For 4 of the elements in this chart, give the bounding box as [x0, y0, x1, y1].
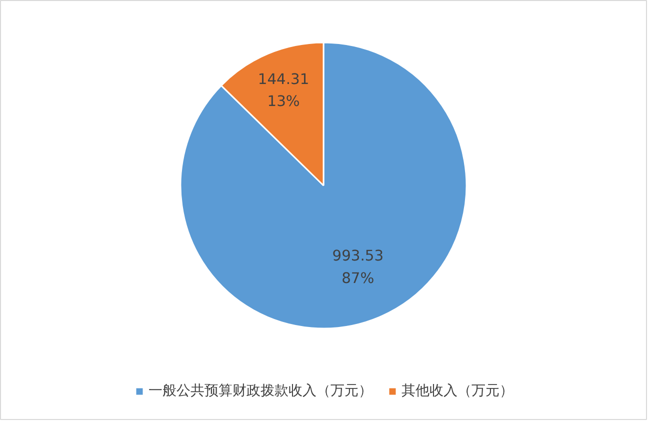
data-label: 144.31 13%: [258, 71, 310, 110]
legend-label: 一般公共预算财政拨款收入（万元）: [148, 382, 372, 400]
data-label: 993.53 87%: [332, 248, 384, 287]
legend-label: 其他收入（万元）: [402, 382, 514, 400]
